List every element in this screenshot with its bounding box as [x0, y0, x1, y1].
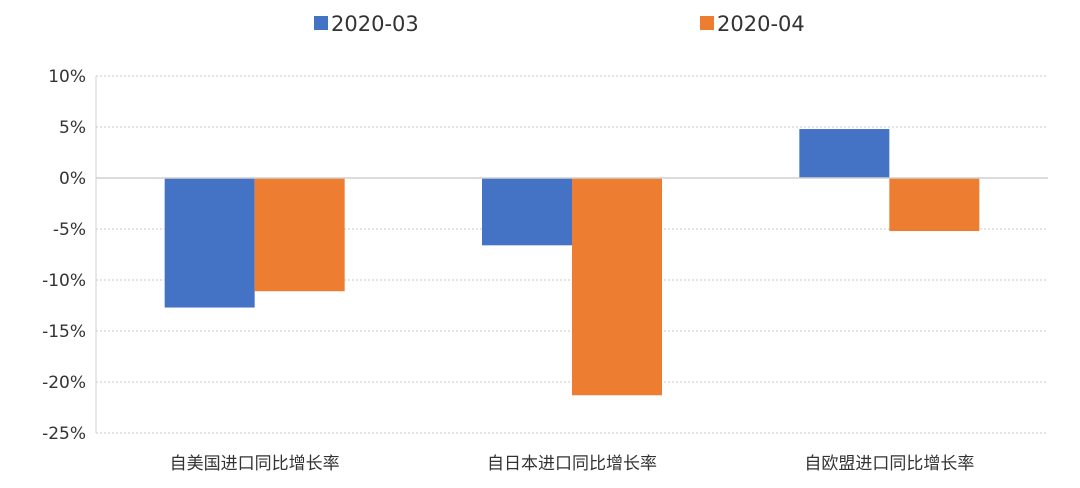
y-tick-label: -5%	[53, 220, 86, 240]
legend-swatch-2020-04	[700, 16, 714, 30]
legend-swatch-2020-03	[314, 16, 328, 30]
legend-label: 2020-03	[331, 12, 419, 36]
y-axis-ticks: 10% 5% 0% -5% -10% -15% -20% -25%	[42, 67, 86, 444]
category-label: 自欧盟进口同比增长率	[804, 454, 974, 474]
bar-2020-03-2	[799, 129, 890, 178]
y-tick-label: -20%	[42, 373, 86, 393]
y-tick-label: 10%	[48, 67, 86, 87]
axes	[95, 76, 1048, 433]
y-tick-label: -15%	[42, 322, 86, 342]
y-tick-label: -25%	[42, 424, 86, 444]
category-label: 自美国进口同比增长率	[170, 454, 340, 474]
y-tick-label: 5%	[59, 118, 86, 138]
y-tick-label: 0%	[59, 169, 86, 189]
bar-2020-04-0	[254, 178, 345, 292]
bar-2020-03-1	[482, 178, 572, 246]
bar-2020-04-2	[889, 178, 980, 232]
legend-label: 2020-04	[717, 12, 805, 36]
y-tick-label: -10%	[42, 271, 86, 291]
bar-2020-03-0	[164, 178, 255, 308]
category-label: 自日本进口同比增长率	[487, 454, 657, 474]
bar-2020-04-1	[572, 178, 662, 396]
legend: 2020-03 2020-04	[314, 12, 805, 36]
x-axis-categories: 自美国进口同比增长率 自日本进口同比增长率 自欧盟进口同比增长率	[170, 454, 975, 474]
bars	[164, 129, 980, 396]
